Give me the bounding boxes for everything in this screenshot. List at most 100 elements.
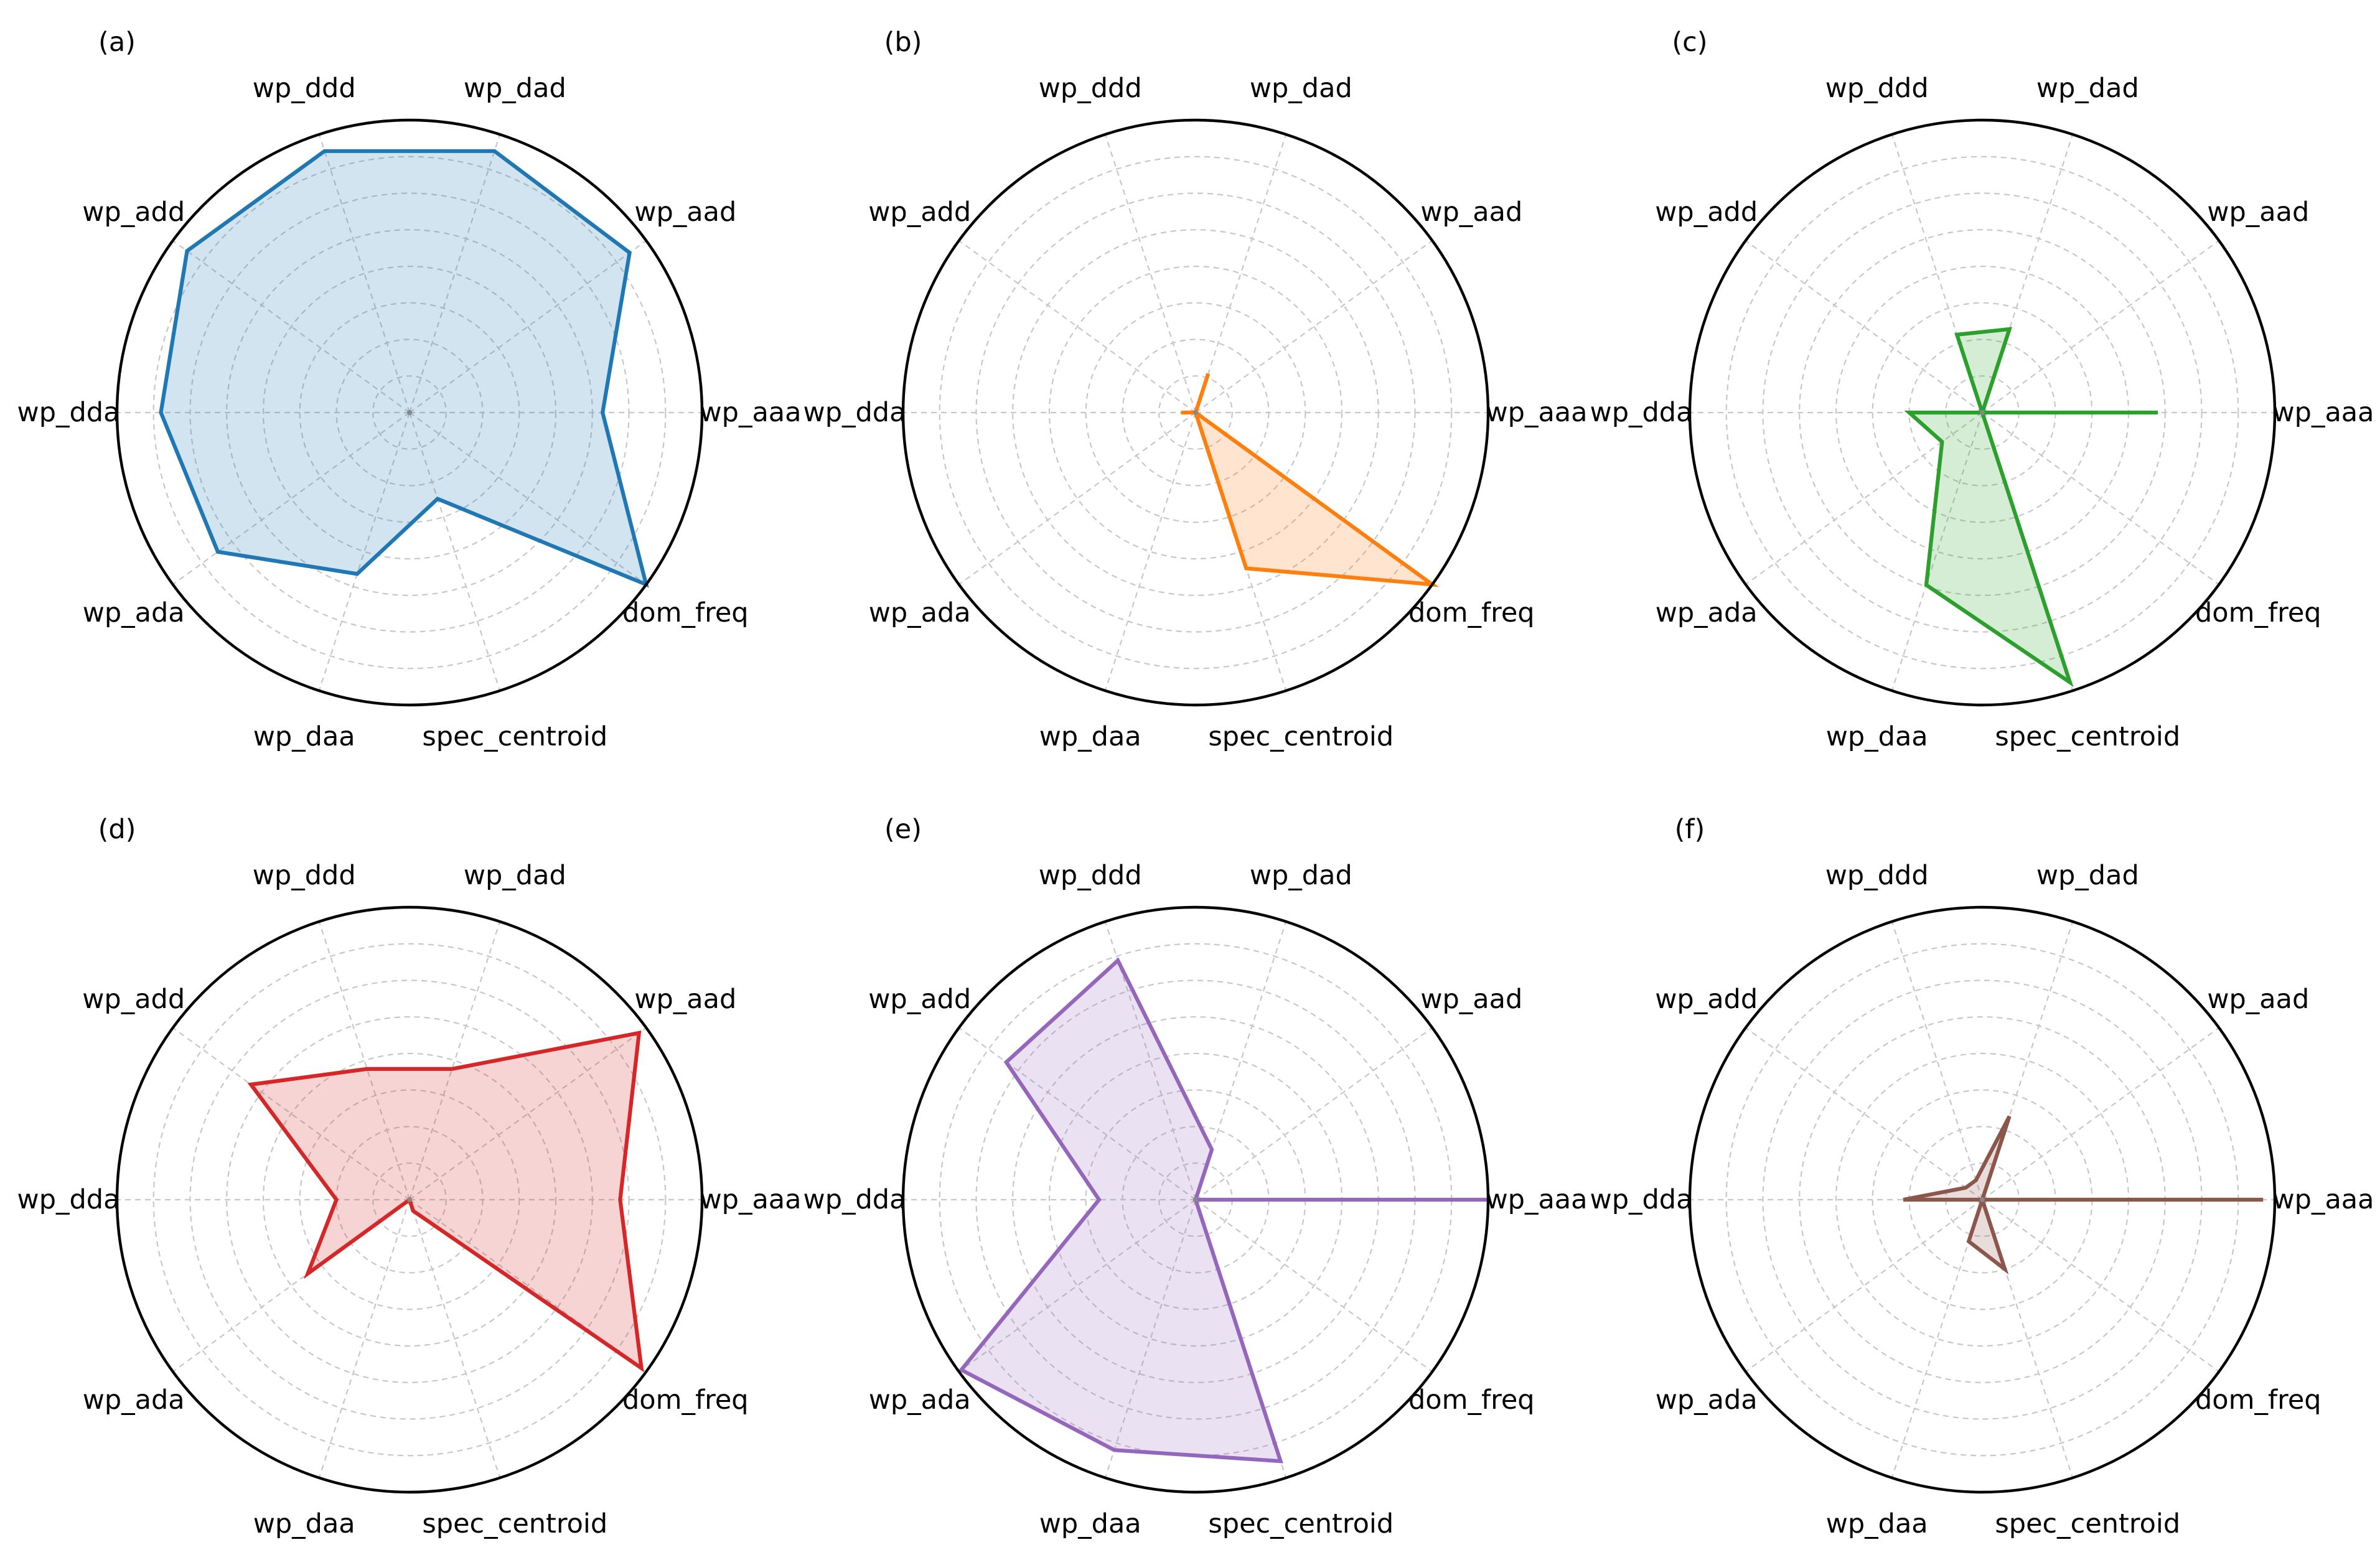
radar-panel-a: wp_aaa wp_aad wp_dad wp_ddd wp_add wp_dda wp_a… — [17, 27, 802, 752]
axis-label-wp-add: wp_add — [868, 197, 971, 228]
panel-label: (b) — [884, 27, 922, 58]
grid-spoke — [1982, 1199, 2219, 1373]
axis-label-wp-daa: wp_daa — [1039, 721, 1141, 752]
series-line — [159, 149, 649, 588]
grid-ring — [1725, 156, 2239, 670]
polar-frame — [901, 905, 1490, 1494]
grid-spoke — [1104, 412, 1197, 691]
polar-frame — [1688, 905, 2277, 1494]
axis-label-wp-daa: wp_daa — [253, 1508, 355, 1539]
center-point — [1980, 410, 1985, 415]
grid-spoke — [1981, 134, 2074, 413]
axis-label-wp-aaa: wp_aaa — [700, 397, 801, 428]
grid-spoke — [958, 412, 1196, 586]
axis-label-wp-aad: wp_aad — [1420, 984, 1522, 1015]
axis-label-wp-aaa: wp_aaa — [2272, 397, 2374, 428]
panel-label: (f) — [1675, 814, 1705, 845]
radar-panel-f: wp_aaa wp_aad wp_dad wp_ddd wp_add wp_dda wp_a… — [1590, 814, 2374, 1539]
axis-label-wp-ddd: wp_ddd — [253, 73, 356, 104]
axis-label-wp-add: wp_add — [1655, 984, 1758, 1015]
axis-label-spec-centroid: spec_centroid — [1995, 721, 2180, 752]
grid-spoke — [958, 1199, 1196, 1373]
axis-label-wp-ada: wp_ada — [869, 597, 971, 628]
grid-spoke — [172, 1027, 410, 1200]
axis-label-dom-freq: dom_freq — [622, 1385, 749, 1416]
series-area — [161, 151, 647, 585]
grid-spoke — [409, 240, 647, 413]
axis-label-wp-ddd: wp_ddd — [1825, 73, 1929, 104]
axis-label-wp-dad: wp_dad — [1250, 860, 1352, 891]
grid-ring — [372, 1162, 447, 1237]
grid-ring — [152, 943, 667, 1457]
axis-label-dom-freq: dom_freq — [1408, 1385, 1535, 1416]
axis-label-wp-ada: wp_ada — [83, 597, 185, 628]
axis-label-wp-aad: wp_aad — [2207, 197, 2309, 228]
grid-spoke — [1891, 1199, 1984, 1478]
grid-spoke — [1891, 412, 1984, 691]
axis-label-wp-dda: wp_dda — [1590, 1184, 1693, 1215]
grid-ring — [939, 156, 1453, 670]
axis-label-spec-centroid: spec_centroid — [1208, 1508, 1394, 1539]
axis-label-wp-dda: wp_dda — [17, 1184, 120, 1215]
polar-frame — [115, 905, 704, 1494]
center-point — [1193, 1197, 1198, 1202]
axis-label-wp-aad: wp_aad — [1420, 197, 1522, 228]
series-area — [961, 960, 1488, 1462]
grid-spoke — [408, 1199, 501, 1478]
axis-label-wp-add: wp_add — [868, 984, 971, 1015]
axis-label-wp-aaa: wp_aaa — [1486, 1184, 1587, 1215]
grid-spoke — [409, 412, 647, 586]
axis-label-wp-aad: wp_aad — [634, 984, 736, 1015]
grid-spoke — [408, 134, 501, 413]
grid-ring — [262, 1052, 557, 1347]
axis-label-wp-ddd: wp_ddd — [1039, 73, 1142, 104]
axis-label-spec-centroid: spec_centroid — [1208, 721, 1394, 752]
axis-label-dom-freq: dom_freq — [2195, 1385, 2321, 1416]
grid-spoke — [1194, 412, 1287, 691]
series-area — [1909, 329, 2158, 683]
series-line — [1904, 327, 2158, 688]
axis-label-spec-centroid: spec_centroid — [1995, 1508, 2180, 1539]
panel-label: (c) — [1672, 27, 1707, 58]
center-point — [1193, 410, 1198, 415]
axis-label-wp-aad: wp_aad — [2207, 984, 2309, 1015]
series-line — [1181, 373, 1440, 587]
grid-spoke — [1745, 412, 1983, 586]
grid-spoke — [1982, 1027, 2219, 1200]
center-point — [407, 1197, 412, 1202]
grid-ring — [1048, 265, 1343, 560]
axis-label-spec-centroid: spec_centroid — [422, 721, 607, 752]
grid-spoke — [1194, 921, 1287, 1200]
axis-label-wp-dad: wp_dad — [464, 860, 566, 891]
grid-spoke — [318, 921, 411, 1200]
radar-panel-d: wp_aaa wp_aad wp_dad wp_ddd wp_add wp_dda wp_a… — [17, 814, 802, 1539]
center-point — [407, 410, 412, 415]
grid-spoke — [958, 1027, 1196, 1200]
grid-spoke — [1981, 1199, 2074, 1478]
grid-spoke — [1891, 921, 1984, 1200]
radar-panel-c: wp_aaa wp_aad wp_dad wp_ddd wp_add wp_dda wp_a… — [1590, 27, 2374, 752]
series-line — [1903, 1115, 2264, 1275]
grid-ring — [152, 156, 667, 670]
series-area — [1903, 1116, 2264, 1269]
grid-spoke — [1195, 240, 1433, 413]
grid-spoke — [1745, 1027, 1983, 1200]
grid-spoke — [1195, 1027, 1433, 1200]
grid-spoke — [318, 134, 411, 413]
axis-label-spec-centroid: spec_centroid — [422, 1508, 607, 1539]
grid-spoke — [318, 412, 411, 691]
panel-label: (e) — [884, 814, 922, 845]
axis-label-wp-daa: wp_daa — [1826, 721, 1928, 752]
series-area — [1181, 373, 1433, 585]
polar-frame — [1688, 118, 2277, 707]
polar-frame — [901, 118, 1490, 707]
axis-label-wp-ada: wp_ada — [1656, 597, 1758, 628]
axis-label-wp-ada: wp_ada — [83, 1385, 185, 1416]
grid-spoke — [1981, 921, 2074, 1200]
grid-spoke — [408, 921, 501, 1200]
center-point — [1980, 1197, 1985, 1202]
panel-label: (a) — [98, 27, 136, 58]
axis-label-wp-aad: wp_aad — [634, 197, 736, 228]
grid-spoke — [1104, 1199, 1197, 1478]
